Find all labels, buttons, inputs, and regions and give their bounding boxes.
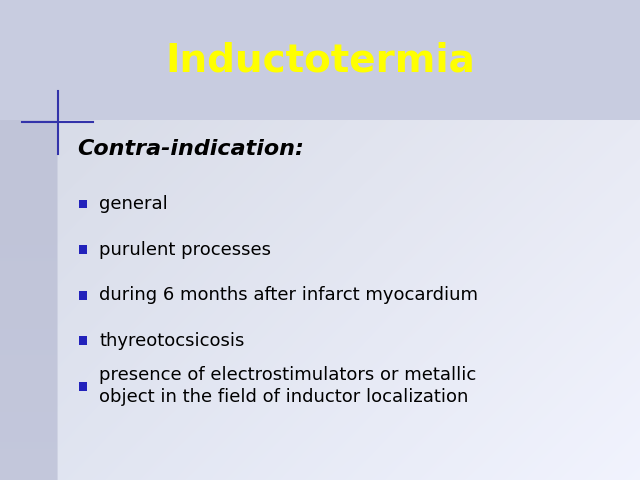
FancyBboxPatch shape (79, 336, 88, 345)
Text: Inductotermia: Inductotermia (165, 41, 475, 79)
FancyBboxPatch shape (79, 382, 88, 391)
FancyBboxPatch shape (79, 200, 88, 208)
Text: Contra-indication:: Contra-indication: (77, 139, 303, 159)
FancyBboxPatch shape (79, 245, 88, 254)
Text: purulent processes: purulent processes (99, 240, 271, 259)
Text: presence of electrostimulators or metallic
object in the field of inductor local: presence of electrostimulators or metall… (99, 366, 476, 407)
Text: general: general (99, 195, 168, 213)
Text: during 6 months after infarct myocardium: during 6 months after infarct myocardium (99, 286, 478, 304)
FancyBboxPatch shape (0, 120, 58, 480)
FancyBboxPatch shape (79, 291, 88, 300)
Text: thyreotocsicosis: thyreotocsicosis (99, 332, 244, 350)
